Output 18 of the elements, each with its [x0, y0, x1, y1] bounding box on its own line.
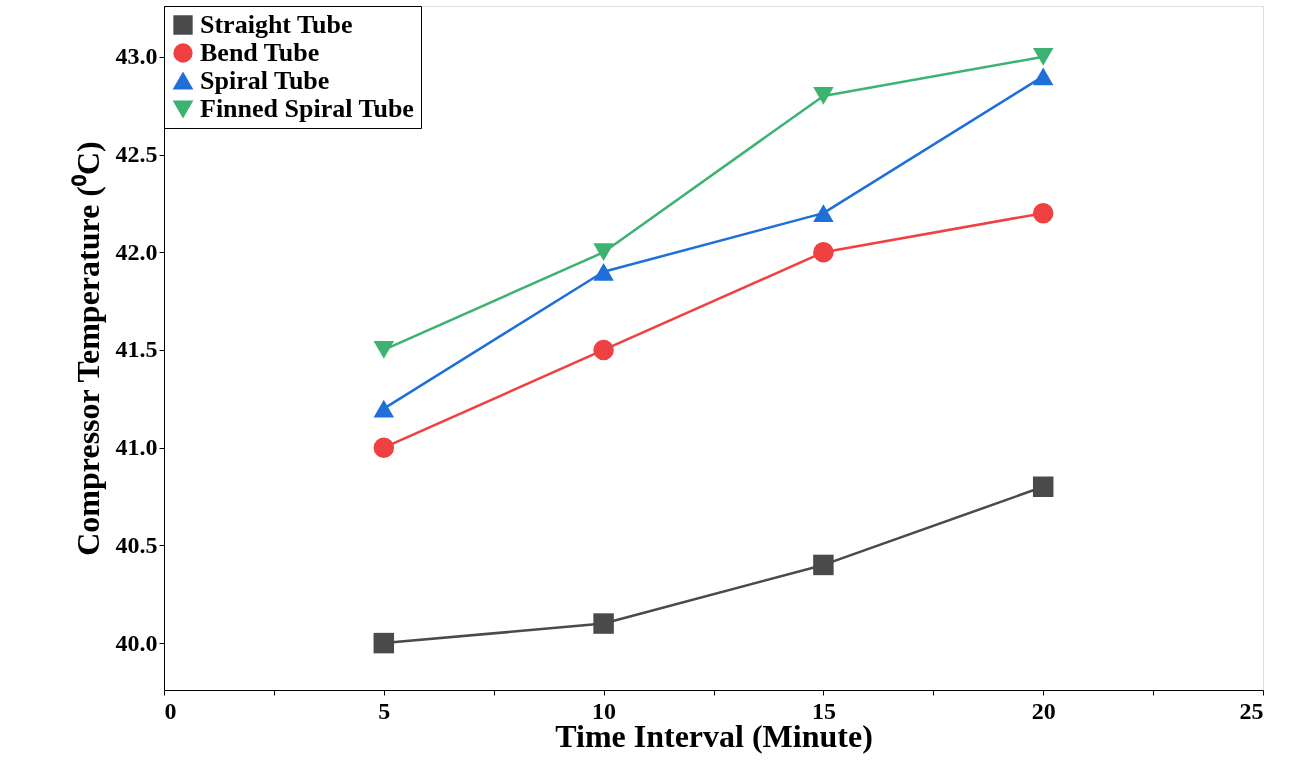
y-tick-label: 41.0	[115, 434, 158, 461]
x-tick-label: 20	[1031, 697, 1056, 724]
legend-label: Spiral Tube	[200, 66, 330, 95]
x-tick-label: 15	[811, 697, 836, 724]
legend-label: Straight Tube	[200, 10, 353, 39]
x-tick-label: 10	[592, 697, 617, 724]
y-tick-label: 42.5	[115, 141, 158, 168]
x-tick-label: 0	[164, 697, 177, 724]
y-tick-label: 40.0	[115, 629, 158, 656]
x-tick-label: 25	[1239, 697, 1264, 724]
x-tick-label: 5	[378, 697, 391, 724]
y-axis-title: Compressor Temperature (⁰C)	[69, 141, 106, 556]
y-tick-label: 40.5	[115, 531, 158, 558]
y-tick-label: 42.0	[115, 238, 158, 265]
legend-label: Finned Spiral Tube	[200, 94, 414, 123]
y-tick-label: 43.0	[115, 43, 158, 70]
y-tick-label: 41.5	[115, 336, 158, 363]
legend-label: Bend Tube	[200, 38, 320, 67]
